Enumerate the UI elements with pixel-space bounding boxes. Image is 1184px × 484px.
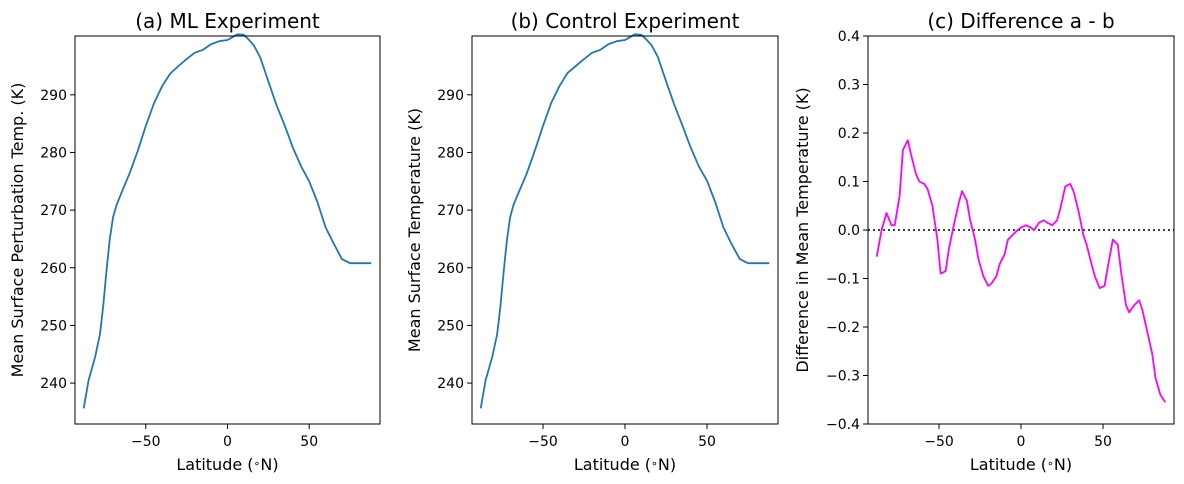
y-tick-label: 280 <box>437 145 464 161</box>
y-tick-label: 0.3 <box>838 78 860 94</box>
y-axis-label: Mean Surface Perturbation Temp. (K) <box>8 83 27 378</box>
series-line <box>875 139 1167 403</box>
panel-ml-experiment: −50 0 50 240 250 260 270 280 290 (a) ML Experimen… <box>8 9 381 474</box>
y-tick-label: 0.1 <box>838 175 860 191</box>
y-tick-label: 0.0 <box>838 223 860 239</box>
y-tick-label: 0.4 <box>838 29 860 45</box>
panel-difference: −50 0 50 −0.4 −0.3 −0.2 −0.1 0.0 0.1 0.2 0.3 0.4 (c)… <box>793 9 1175 474</box>
x-tick-label: 50 <box>1094 434 1112 450</box>
y-tick-label: 0.2 <box>838 126 860 142</box>
y-tick-label: 260 <box>437 261 464 277</box>
axes-frame <box>471 35 779 425</box>
y-tick-label: 270 <box>40 203 67 219</box>
y-axis-label: Mean Surface Temperature (K) <box>405 108 424 352</box>
y-tick-label: 280 <box>40 145 67 161</box>
y-tick-label: 260 <box>40 261 67 277</box>
y-tick-label: −0.3 <box>826 369 860 385</box>
x-tick-label: 0 <box>1017 434 1026 450</box>
x-tick-label: −50 <box>924 434 954 450</box>
chart-title: (c) Difference a - b <box>927 9 1114 33</box>
panel-control-experiment: −50 0 50 240 250 260 270 280 290 (b) Control Expe… <box>405 9 779 474</box>
x-tick-label: −50 <box>528 434 558 450</box>
y-tick-label: 240 <box>437 376 464 392</box>
x-tick-label: −50 <box>131 434 161 450</box>
x-tick-label: 50 <box>300 434 318 450</box>
series-line <box>479 33 770 409</box>
y-tick-label: 270 <box>437 203 464 219</box>
y-tick-label: 250 <box>40 318 67 334</box>
y-tick-label: 240 <box>40 376 67 392</box>
chart-title: (b) Control Experiment <box>511 9 740 33</box>
series-line <box>82 33 372 409</box>
y-tick-label: 250 <box>437 318 464 334</box>
y-tick-label: 290 <box>40 88 67 104</box>
chart-title: (a) ML Experiment <box>135 9 320 33</box>
x-tick-label: 0 <box>223 434 232 450</box>
y-tick-label: −0.2 <box>826 320 860 336</box>
x-axis-label: Latitude (∘N) <box>176 455 278 474</box>
y-tick-label: −0.1 <box>826 272 860 288</box>
axes-frame <box>74 35 381 425</box>
y-tick-label: −0.4 <box>826 417 860 433</box>
x-tick-label: 0 <box>621 434 630 450</box>
y-axis-label: Difference in Mean Temperature (K) <box>793 87 812 372</box>
y-tick-label: 290 <box>437 88 464 104</box>
x-axis-label: Latitude (∘N) <box>970 455 1072 474</box>
x-tick-label: 50 <box>698 434 716 450</box>
x-axis-label: Latitude (∘N) <box>574 455 676 474</box>
